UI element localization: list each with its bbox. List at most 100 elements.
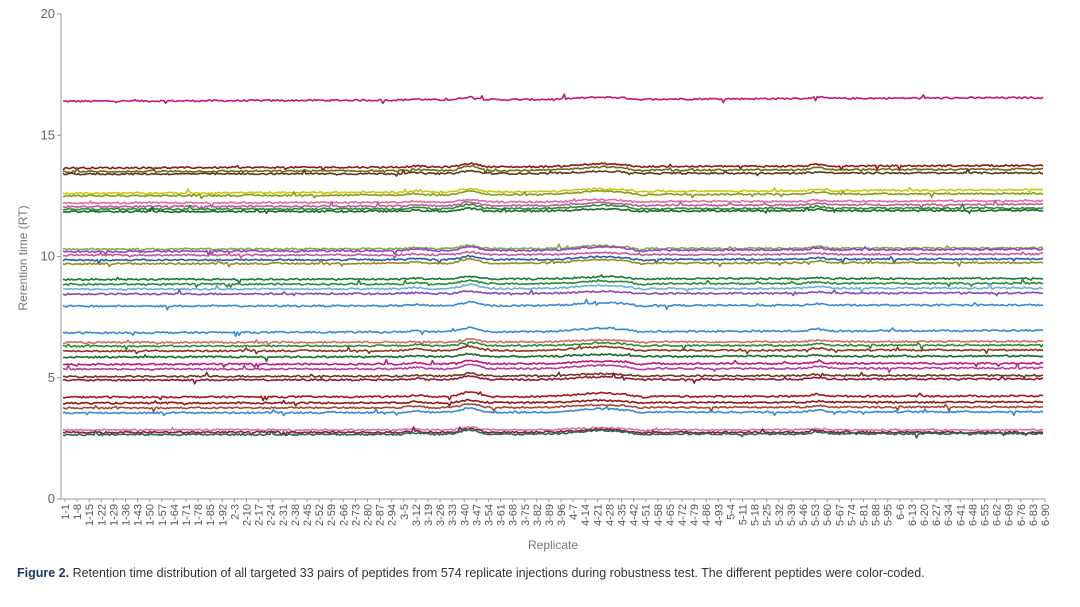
x-tick-label: 4-21 xyxy=(592,504,604,526)
series-line-6 xyxy=(63,190,1044,200)
x-tick-label: 5-88 xyxy=(871,504,883,526)
x-tick-label: 2-94 xyxy=(387,504,399,526)
x-tick-label: 1-64 xyxy=(169,504,181,526)
y-tick-label: 0 xyxy=(48,491,55,506)
series-line-5 xyxy=(62,186,1044,198)
x-tick-label: 2-80 xyxy=(362,504,374,526)
x-tick-label: 1-43 xyxy=(133,504,145,526)
x-tick-label: 3-5 xyxy=(399,504,411,520)
x-tick-label: 3-54 xyxy=(483,504,495,526)
series-line-4 xyxy=(62,168,1044,177)
x-tick-label: 1-57 xyxy=(157,504,169,526)
x-tick-label: 3-19 xyxy=(423,504,435,526)
x-tick-label: 3-47 xyxy=(471,504,483,526)
x-tick-label: 5-25 xyxy=(762,504,774,526)
x-tick-label: 1-1 xyxy=(60,504,72,520)
x-tick-label: 5-67 xyxy=(834,504,846,526)
x-tick-label: 1-8 xyxy=(72,504,84,520)
y-axis-ticks: 0 5 10 15 20 xyxy=(41,6,61,506)
series-line-14 xyxy=(62,254,1044,265)
x-tick-label: 3-26 xyxy=(435,504,447,526)
x-tick-label: 3-61 xyxy=(496,504,508,526)
series-line-22 xyxy=(63,337,1044,346)
series-line-7 xyxy=(62,198,1044,208)
x-tick-label: 2-38 xyxy=(290,504,302,526)
x-tick-label: 1-29 xyxy=(108,504,120,526)
series-line-29 xyxy=(62,372,1044,385)
x-axis-ticks: 1-1 1-8 1-15 1-22 1-29 1-36 1-43 1-50 1-57 1-64 1-… xyxy=(60,499,1052,526)
series-line-10 xyxy=(62,206,1044,215)
y-tick-label: 15 xyxy=(41,127,55,142)
x-tick-label: 4-58 xyxy=(653,504,665,526)
x-tick-label: 5-32 xyxy=(774,504,786,526)
x-tick-label: 4-14 xyxy=(580,504,592,526)
x-tick-label: 2-52 xyxy=(314,504,326,526)
x-tick-label: 1-85 xyxy=(205,504,217,526)
x-tick-label: 5-95 xyxy=(883,504,895,526)
series-line-34 xyxy=(62,425,1044,435)
series-line-17 xyxy=(62,278,1044,288)
x-tick-label: 4-35 xyxy=(617,504,629,526)
x-tick-label: 5-60 xyxy=(822,504,834,526)
series-line-15 xyxy=(62,257,1044,268)
x-tick-label: 4-79 xyxy=(689,504,701,526)
series-line-25 xyxy=(62,352,1044,362)
x-tick-label: 6-20 xyxy=(919,504,931,526)
x-tick-label: 2-87 xyxy=(375,504,387,526)
series-line-8 xyxy=(62,199,1044,211)
x-tick-label: 6-83 xyxy=(1028,504,1040,526)
x-tick-label: 6-48 xyxy=(967,504,979,526)
series-line-30 xyxy=(62,391,1044,402)
x-tick-label: 6-90 xyxy=(1040,504,1052,526)
series-line-11 xyxy=(62,243,1044,254)
series-line-16 xyxy=(62,274,1044,285)
x-tick-label: 4-65 xyxy=(665,504,677,526)
series-line-12 xyxy=(62,245,1044,256)
x-tick-label: 6-27 xyxy=(931,504,943,526)
x-tick-label: 6-34 xyxy=(943,504,955,526)
caption-label: Figure 2. xyxy=(17,566,70,580)
caption-text: Retention time distribution of all targe… xyxy=(69,566,925,580)
x-tick-label: 4-86 xyxy=(701,504,713,526)
x-tick-label: 4-51 xyxy=(641,504,653,526)
x-tick-label: 3-89 xyxy=(544,504,556,526)
x-tick-label: 5-39 xyxy=(786,504,798,526)
x-tick-label: 6-55 xyxy=(980,504,992,526)
y-axis-title: Rerention time (RT) xyxy=(16,205,30,310)
series-line-13 xyxy=(62,250,1044,259)
y-tick-label: 10 xyxy=(41,249,55,264)
x-tick-label: 5-81 xyxy=(859,504,871,526)
x-tick-label: 3-96 xyxy=(556,504,568,526)
x-tick-label: 6-69 xyxy=(1004,504,1016,526)
series-line-9 xyxy=(62,202,1044,214)
figure-caption: Figure 2. Retention time distribution of… xyxy=(17,566,1067,580)
x-tick-label: 4-72 xyxy=(677,504,689,526)
x-tick-label: 6-6 xyxy=(895,504,907,520)
series-line-28 xyxy=(62,371,1044,379)
y-tick-label: 5 xyxy=(48,370,55,385)
x-tick-label: 1-15 xyxy=(84,504,96,526)
x-tick-label: 1-92 xyxy=(217,504,229,526)
x-tick-label: 4-93 xyxy=(713,504,725,526)
x-tick-label: 2-3 xyxy=(229,504,241,520)
x-tick-label: 3-82 xyxy=(532,504,544,526)
series-line-3 xyxy=(62,165,1044,174)
x-tick-label: 2-10 xyxy=(241,504,253,526)
x-tick-label: 4-7 xyxy=(568,504,580,520)
x-tick-label: 2-45 xyxy=(302,504,314,526)
x-tick-label: 2-66 xyxy=(338,504,350,526)
series-line-2 xyxy=(62,162,1044,172)
x-tick-label: 1-78 xyxy=(193,504,205,526)
x-tick-label: 4-42 xyxy=(629,504,641,526)
series-line-24 xyxy=(62,344,1044,355)
x-tick-label: 1-50 xyxy=(145,504,157,526)
series-line-18 xyxy=(63,282,1044,294)
x-tick-label: 3-33 xyxy=(447,504,459,526)
x-tick-label: 6-62 xyxy=(992,504,1004,526)
series-line-20 xyxy=(62,298,1044,311)
x-tick-label: 5-46 xyxy=(798,504,810,526)
x-tick-label: 2-24 xyxy=(266,504,278,526)
x-tick-label: 6-76 xyxy=(1016,504,1028,526)
